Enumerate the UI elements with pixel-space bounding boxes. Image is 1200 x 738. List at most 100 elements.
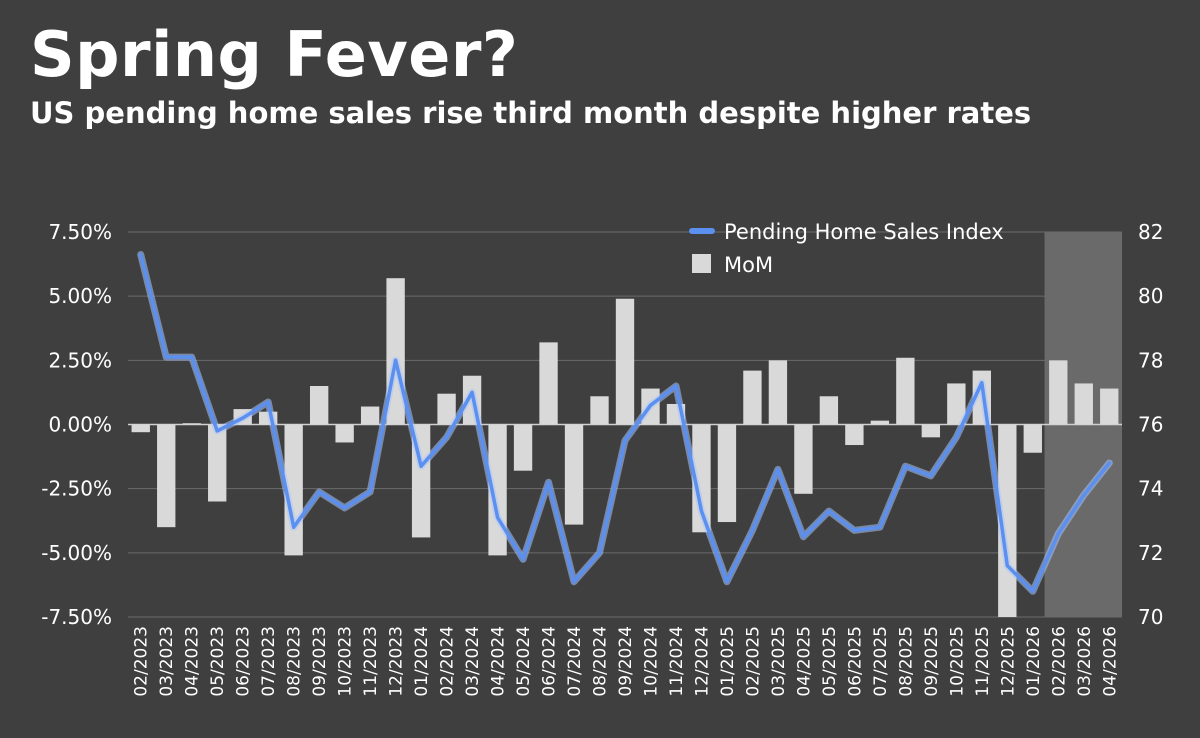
index-point-02-2026 <box>1056 531 1060 536</box>
x-tick-label: 05/2023 <box>208 626 228 697</box>
x-tick-label: 06/2025 <box>845 626 865 697</box>
bar-mom-06-2025 <box>845 424 864 446</box>
x-tick-label: 07/2024 <box>565 626 585 697</box>
bar-mom-01-2026 <box>1023 424 1042 453</box>
index-point-12-2023 <box>394 358 398 362</box>
y-left-tick-label: 2.50% <box>48 348 112 372</box>
y-left-tick-label: -2.50% <box>41 477 112 501</box>
x-tick-label: 12/2025 <box>998 626 1018 697</box>
x-tick-label: 02/2023 <box>132 626 152 697</box>
y-right-tick-label: 76 <box>1138 413 1163 437</box>
x-tick-label: 03/2026 <box>1075 626 1095 697</box>
x-tick-label: 10/2023 <box>336 626 356 697</box>
y-right-tick-label: 70 <box>1138 605 1163 629</box>
x-tick-label: 09/2023 <box>310 626 330 697</box>
x-tick-label: 03/2024 <box>463 626 483 697</box>
y-right-tick-label: 72 <box>1138 541 1163 565</box>
x-tick-label: 04/2026 <box>1100 626 1120 697</box>
x-tick-label: 06/2023 <box>234 626 254 697</box>
x-tick-label: 11/2024 <box>667 626 687 697</box>
y-right-tick-label: 74 <box>1138 477 1163 501</box>
bar-mom-10-2025 <box>947 383 966 425</box>
bar-mom-02-2023 <box>131 424 150 433</box>
y-left-tick-label: -7.50% <box>41 605 112 629</box>
legend-label-mom: MoM <box>724 253 773 277</box>
index-point-08-2025 <box>903 464 907 468</box>
bar-mom-09-2024 <box>615 298 635 425</box>
x-tick-label: 09/2025 <box>922 626 942 697</box>
index-point-01-2025 <box>725 580 729 584</box>
index-point-06-2025 <box>852 528 856 532</box>
index-point-06-2024 <box>546 480 551 484</box>
x-tick-label: 01/2026 <box>1024 626 1044 697</box>
bar-mom-06-2024 <box>539 342 558 425</box>
x-tick-label: 08/2025 <box>896 626 916 697</box>
index-point-02-2025 <box>750 528 755 532</box>
index-point-11-2024 <box>674 384 678 388</box>
index-point-09-2023 <box>317 490 321 494</box>
bar-mom-05-2024 <box>513 424 533 471</box>
chart-title: Spring Fever? <box>30 18 519 91</box>
x-tick-label: 03/2023 <box>157 626 177 697</box>
index-point-01-2024 <box>419 464 423 468</box>
bar-mom-09-2023 <box>309 386 329 425</box>
x-tick-label: 02/2025 <box>743 626 763 697</box>
bar-mom-04-2026 <box>1100 388 1119 425</box>
index-point-05-2024 <box>521 557 525 561</box>
bar-mom-10-2023 <box>335 424 354 443</box>
legend: Pending Home Sales Index MoM <box>689 220 1004 277</box>
y-left-tick-label: 0.00% <box>48 413 112 437</box>
index-point-07-2025 <box>878 525 882 529</box>
x-tick-label: 05/2025 <box>820 626 840 697</box>
index-point-07-2023 <box>266 400 270 404</box>
index-point-03-2025 <box>776 467 780 472</box>
legend-bar-swatch <box>692 254 711 273</box>
index-point-02-2024 <box>444 435 449 439</box>
x-tick-label: 02/2024 <box>438 626 458 697</box>
y-right-tick-label: 80 <box>1138 284 1163 308</box>
bar-mom-08-2024 <box>590 396 609 425</box>
x-tick-label: 10/2025 <box>947 626 967 697</box>
x-tick-label: 06/2024 <box>540 626 560 697</box>
y-left-tick-label: 7.50% <box>48 220 112 244</box>
index-point-05-2025 <box>827 509 831 513</box>
bar-mom-07-2024 <box>564 424 584 525</box>
index-point-02-2023 <box>139 252 143 257</box>
index-point-06-2023 <box>241 416 245 420</box>
index-point-12-2025 <box>1005 564 1009 568</box>
index-point-12-2024 <box>699 509 704 513</box>
index-point-04-2025 <box>801 535 806 539</box>
x-tick-label: 04/2023 <box>183 626 203 697</box>
x-tick-label: 05/2024 <box>514 626 534 697</box>
index-point-01-2026 <box>1031 589 1035 593</box>
index-point-03-2026 <box>1082 493 1086 497</box>
index-line <box>137 251 1113 595</box>
x-tick-label: 08/2024 <box>591 626 611 697</box>
index-point-07-2024 <box>572 580 576 584</box>
x-axis-ticks: 02/2023 03/2023 04/2023 05/2023 06/2023 07/20… <box>132 626 1121 697</box>
index-point-03-2024 <box>470 390 474 395</box>
index-point-10-2023 <box>343 506 347 510</box>
x-tick-label: 04/2024 <box>489 626 509 697</box>
index-point-10-2025 <box>954 435 958 439</box>
index-point-04-2024 <box>495 515 500 520</box>
x-tick-label: 07/2025 <box>871 626 891 697</box>
x-tick-label: 12/2023 <box>387 626 407 697</box>
y-right-tick-label: 78 <box>1138 348 1163 372</box>
bar-mom-03-2025 <box>768 360 788 425</box>
x-tick-label: 11/2023 <box>361 626 381 697</box>
bar-mom-07-2025 <box>870 420 890 425</box>
index-point-10-2024 <box>648 403 653 407</box>
bar-mom-04-2023 <box>182 423 201 425</box>
index-point-04-2026 <box>1107 461 1111 465</box>
bar-mom-03-2026 <box>1074 383 1093 425</box>
bar-mom-01-2025 <box>717 424 737 523</box>
index-point-08-2024 <box>597 551 602 555</box>
y-left-tick-label: -5.00% <box>41 541 112 565</box>
bar-mom-08-2025 <box>896 357 915 425</box>
bar-mom-09-2025 <box>921 424 941 438</box>
x-tick-label: 11/2025 <box>973 626 993 697</box>
y-left-tick-label: 5.00% <box>48 284 112 308</box>
bar-mom-04-2025 <box>794 424 813 494</box>
